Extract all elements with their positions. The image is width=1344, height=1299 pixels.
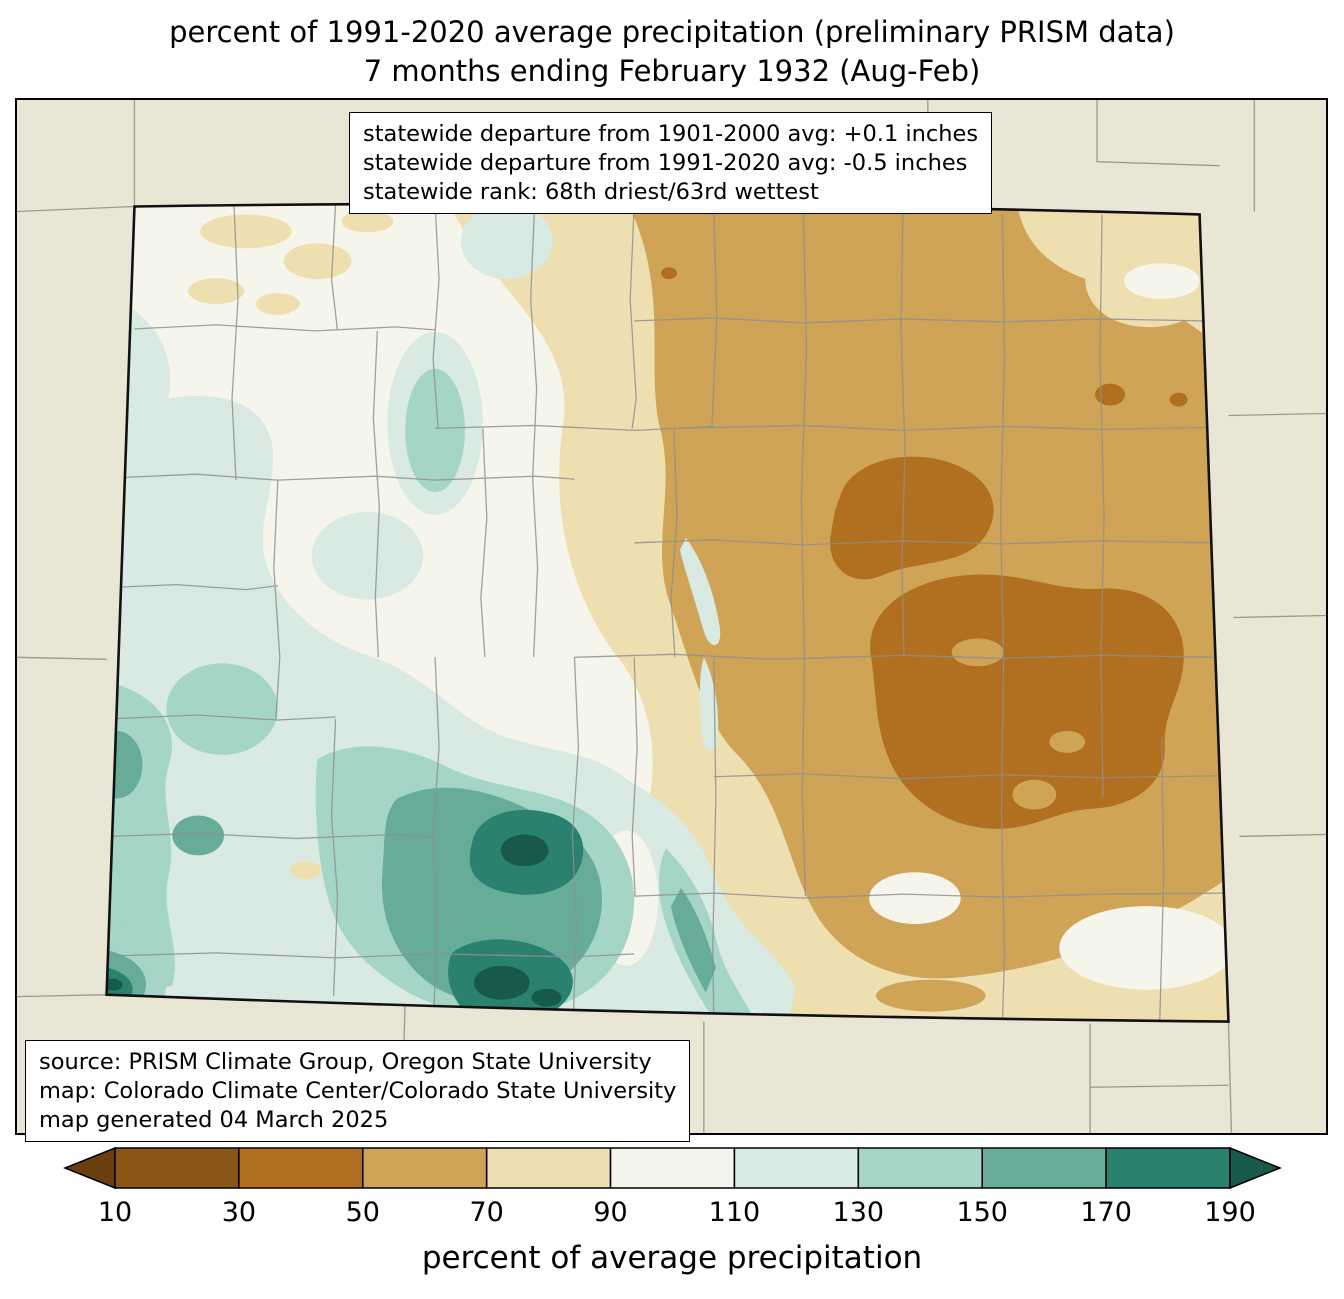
colorbar-axis-label: percent of average precipitation: [421, 1240, 923, 1276]
colorbar-tick-label: 10: [97, 1197, 133, 1228]
statewide-stats-box: statewide departure from 1901-2000 avg: …: [349, 112, 993, 215]
source-line-3: map generated 04 March 2025: [39, 1106, 389, 1133]
colorado-data-layers: [106, 203, 1229, 1022]
colorbar-left-arrow: [62, 1146, 116, 1190]
precipitation-map: [17, 100, 1326, 1133]
colorbar-tick-label: 70: [469, 1197, 504, 1228]
colorbar: [0, 1145, 1344, 1191]
colorbar-scale: [62, 1146, 1283, 1190]
colorbar-tick-label: 150: [956, 1197, 1008, 1228]
colorbar-right-arrow: [1229, 1146, 1283, 1190]
figure-title-line2: 7 months ending February 1932 (Aug-Feb): [363, 54, 981, 88]
colorbar-segment: [238, 1147, 364, 1189]
source-credit-box: source: PRISM Climate Group, Oregon Stat…: [25, 1040, 691, 1143]
colorbar-tick-label: 190: [1204, 1197, 1256, 1228]
stats-line-3: statewide rank: 68th driest/63rd wettest: [363, 178, 819, 205]
colorbar-tick-label: 30: [221, 1197, 257, 1228]
colorbar-tick-label: 170: [1080, 1197, 1132, 1228]
source-line-2: map: Colorado Climate Center/Colorado St…: [39, 1077, 677, 1104]
colorbar-segment: [609, 1147, 736, 1189]
colorbar-tick-labels: 10 30 50 70 90 110 130 150 170 190: [0, 1197, 1344, 1231]
colorbar-segment: [981, 1147, 1107, 1189]
map-axes-frame: [15, 98, 1328, 1135]
colorbar-segment: [362, 1147, 488, 1189]
colorbar-tick-label: 90: [593, 1197, 628, 1228]
colorbar-tick-label: 110: [708, 1197, 761, 1228]
colorbar-segment: [485, 1147, 612, 1189]
colorbar-segment: [733, 1147, 860, 1189]
colorbar-tick-label: 130: [832, 1197, 885, 1228]
stats-line-1: statewide departure from 1901-2000 avg: …: [363, 121, 979, 147]
colorbar-segment: [114, 1147, 240, 1189]
figure-title-line1: percent of 1991-2020 average precipitati…: [169, 15, 1175, 49]
colorbar-segment: [857, 1147, 983, 1189]
county-boundaries: [106, 204, 1225, 1021]
stats-line-2: statewide departure from 1991-2020 avg: …: [363, 149, 968, 176]
source-line-1: source: PRISM Climate Group, Oregon Stat…: [39, 1049, 652, 1075]
colorbar-tick-label: 50: [345, 1197, 380, 1228]
colorbar-segment: [1105, 1147, 1231, 1189]
